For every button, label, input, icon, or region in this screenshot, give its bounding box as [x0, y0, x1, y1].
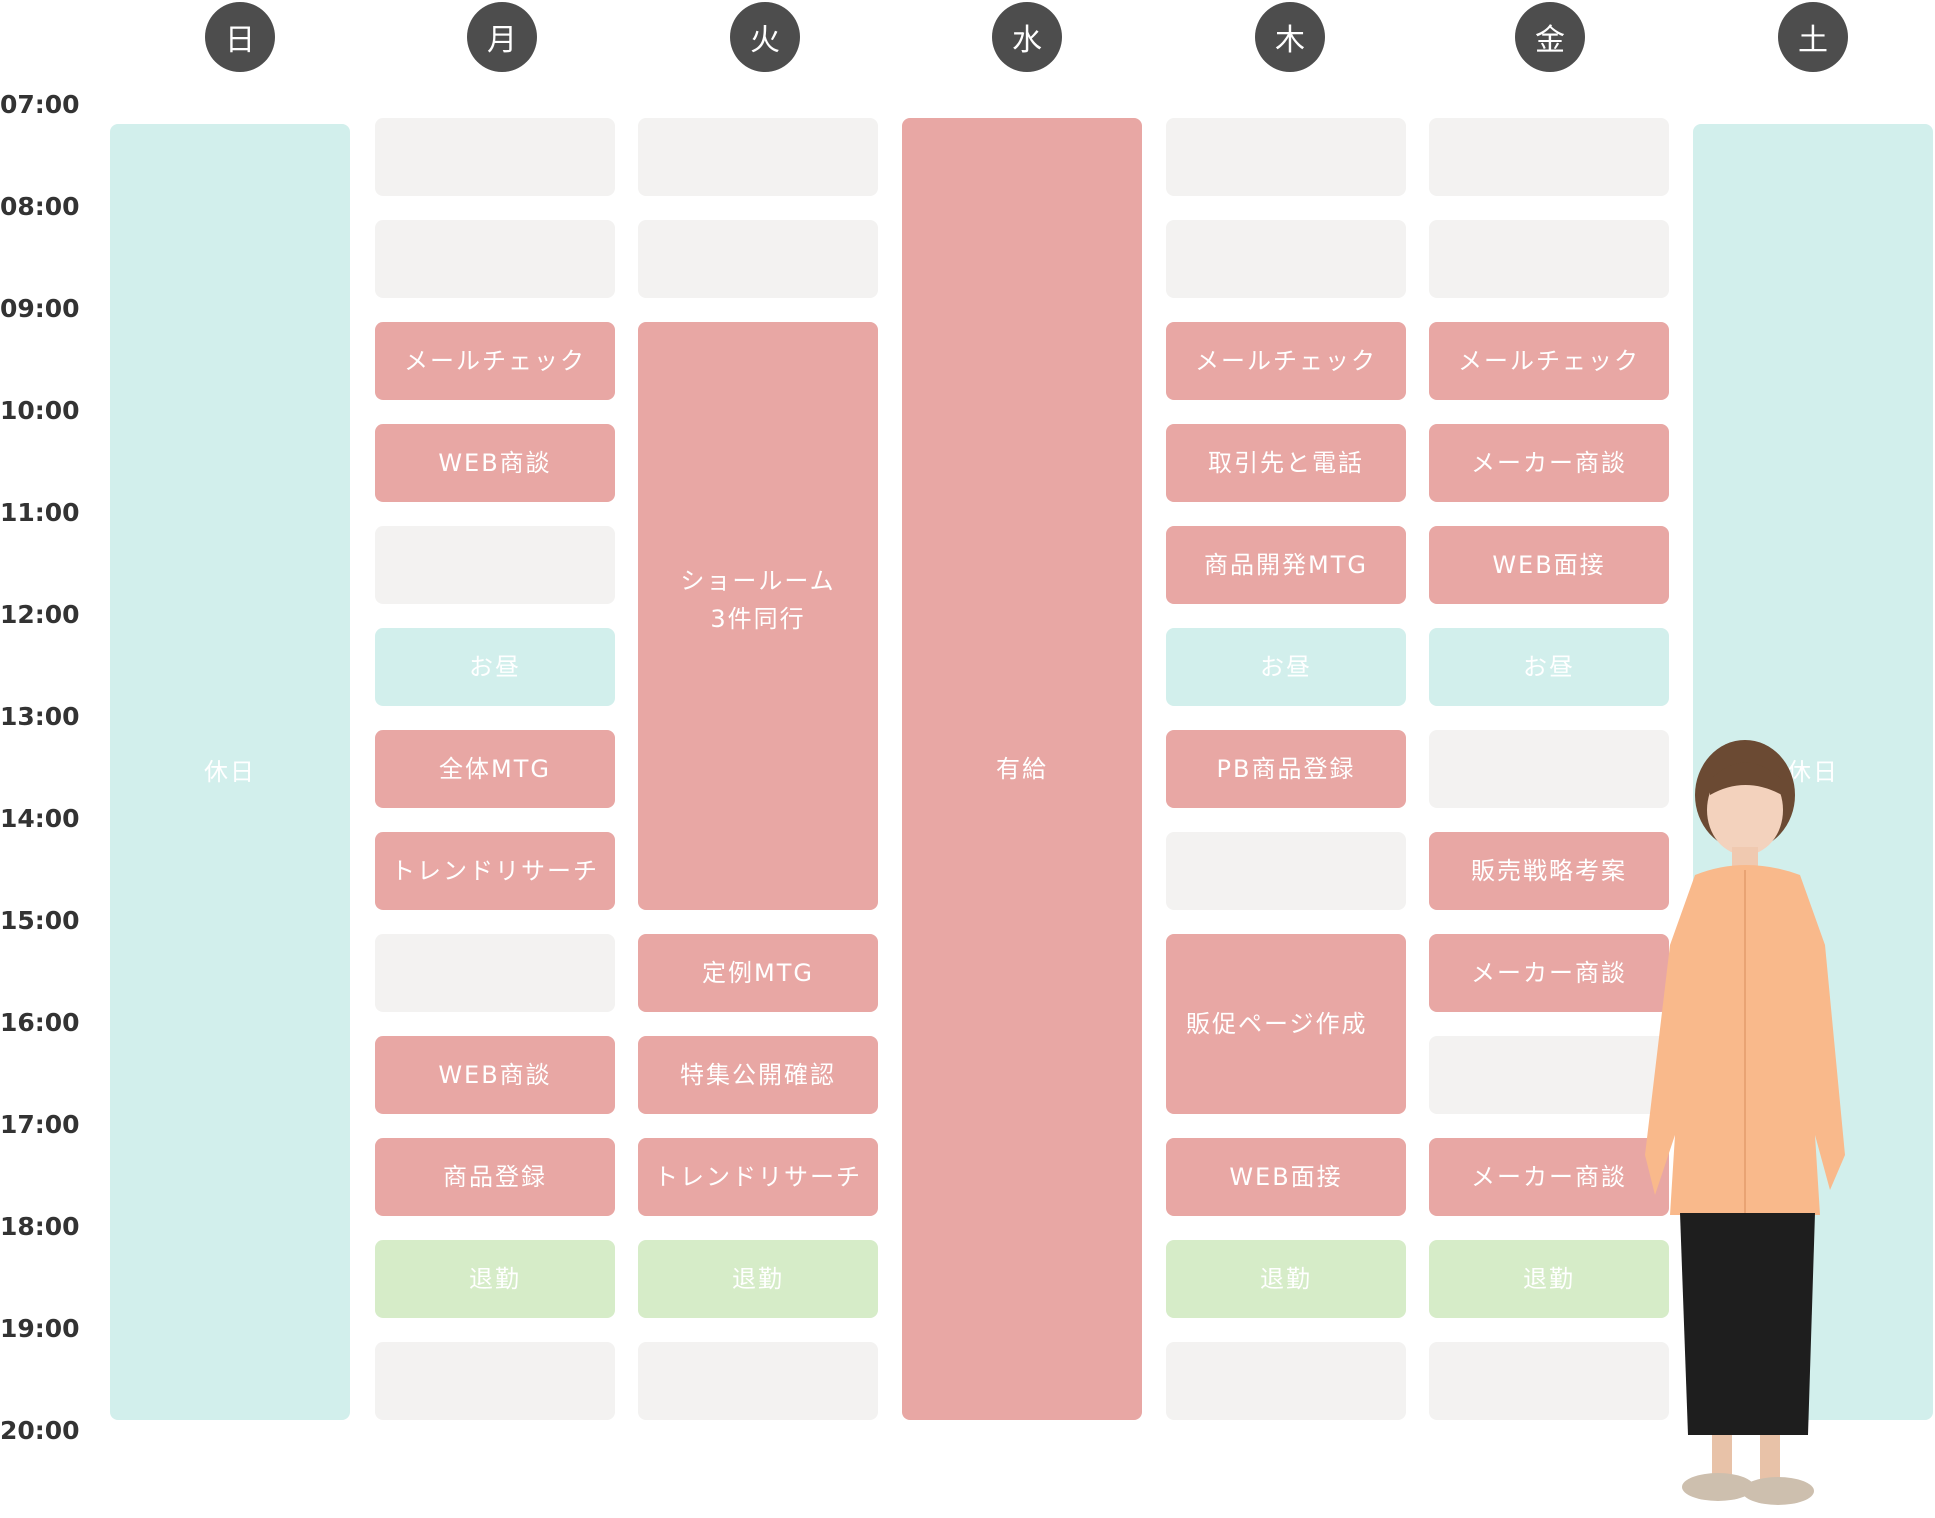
schedule-block-mon: WEB商談 — [375, 424, 615, 502]
schedule-block-fri — [1429, 118, 1669, 196]
schedule-block-thu: 取引先と電話 — [1166, 424, 1406, 502]
time-label: 09:00 — [0, 294, 80, 323]
schedule-block-fri — [1429, 1342, 1669, 1420]
schedule-block-mon — [375, 220, 615, 298]
time-label: 11:00 — [0, 498, 80, 527]
schedule-block-tue — [638, 118, 878, 196]
schedule-block-tue: 退勤 — [638, 1240, 878, 1318]
schedule-block-mon: 全体MTG — [375, 730, 615, 808]
schedule-block-mon: WEB商談 — [375, 1036, 615, 1114]
schedule-block-fri: メーカー商談 — [1429, 934, 1669, 1012]
time-label: 07:00 — [0, 90, 80, 119]
schedule-block-mon — [375, 118, 615, 196]
schedule-block-mon: メールチェック — [375, 322, 615, 400]
person-sandal-left — [1682, 1473, 1754, 1501]
schedule-block-thu — [1166, 1342, 1406, 1420]
schedule-block-thu: 商品開発MTG — [1166, 526, 1406, 604]
schedule-block-wed: 有給 — [902, 118, 1142, 1420]
schedule-block-thu: PB商品登録 — [1166, 730, 1406, 808]
schedule-block-tue: トレンドリサーチ — [638, 1138, 878, 1216]
day-header-sun: 日 — [205, 2, 275, 72]
schedule-block-fri: メーカー商談 — [1429, 424, 1669, 502]
staff-photo — [1645, 740, 1845, 1505]
time-label: 19:00 — [0, 1314, 80, 1343]
schedule-block-tue — [638, 220, 878, 298]
day-header-sat: 土 — [1778, 2, 1848, 72]
schedule-block-fri: 販売戦略考案 — [1429, 832, 1669, 910]
time-label: 12:00 — [0, 600, 80, 629]
schedule-block-mon — [375, 1342, 615, 1420]
schedule-block-mon — [375, 934, 615, 1012]
day-header-tue: 火 — [730, 2, 800, 72]
time-label: 10:00 — [0, 396, 80, 425]
time-label: 15:00 — [0, 906, 80, 935]
day-header-thu: 木 — [1255, 2, 1325, 72]
time-label: 13:00 — [0, 702, 80, 731]
schedule-block-fri — [1429, 730, 1669, 808]
schedule-block-tue: 特集公開確認 — [638, 1036, 878, 1114]
schedule-block-tue: ショールーム 3件同行 — [638, 322, 878, 910]
schedule-block-fri: メーカー商談 — [1429, 1138, 1669, 1216]
schedule-block-fri — [1429, 220, 1669, 298]
schedule-block-tue — [638, 1342, 878, 1420]
schedule-block-sun: 休日 — [110, 124, 350, 1420]
person-sandal-right — [1742, 1477, 1814, 1505]
day-header-wed: 水 — [992, 2, 1062, 72]
schedule-block-thu — [1166, 220, 1406, 298]
schedule-block-fri: お昼 — [1429, 628, 1669, 706]
schedule-block-thu — [1166, 118, 1406, 196]
time-label: 20:00 — [0, 1416, 80, 1445]
schedule-block-mon: お昼 — [375, 628, 615, 706]
day-header-fri: 金 — [1515, 2, 1585, 72]
person-skirt — [1680, 1213, 1815, 1435]
schedule-block-thu: お昼 — [1166, 628, 1406, 706]
schedule-block-thu — [1166, 832, 1406, 910]
day-header-mon: 月 — [467, 2, 537, 72]
schedule-block-thu: 販促ページ作成 — [1166, 934, 1406, 1114]
schedule-block-mon: 商品登録 — [375, 1138, 615, 1216]
time-label: 18:00 — [0, 1212, 80, 1241]
time-label: 08:00 — [0, 192, 80, 221]
schedule-block-thu: WEB面接 — [1166, 1138, 1406, 1216]
schedule-block-thu: メールチェック — [1166, 322, 1406, 400]
schedule-block-mon — [375, 526, 615, 604]
time-label: 14:00 — [0, 804, 80, 833]
schedule-block-mon: トレンドリサーチ — [375, 832, 615, 910]
schedule-block-mon: 退勤 — [375, 1240, 615, 1318]
schedule-block-fri: WEB面接 — [1429, 526, 1669, 604]
schedule-block-fri — [1429, 1036, 1669, 1114]
schedule-block-fri: 退勤 — [1429, 1240, 1669, 1318]
time-label: 17:00 — [0, 1110, 80, 1139]
schedule-block-thu: 退勤 — [1166, 1240, 1406, 1318]
schedule-block-tue: 定例MTG — [638, 934, 878, 1012]
schedule-block-fri: メールチェック — [1429, 322, 1669, 400]
time-label: 16:00 — [0, 1008, 80, 1037]
